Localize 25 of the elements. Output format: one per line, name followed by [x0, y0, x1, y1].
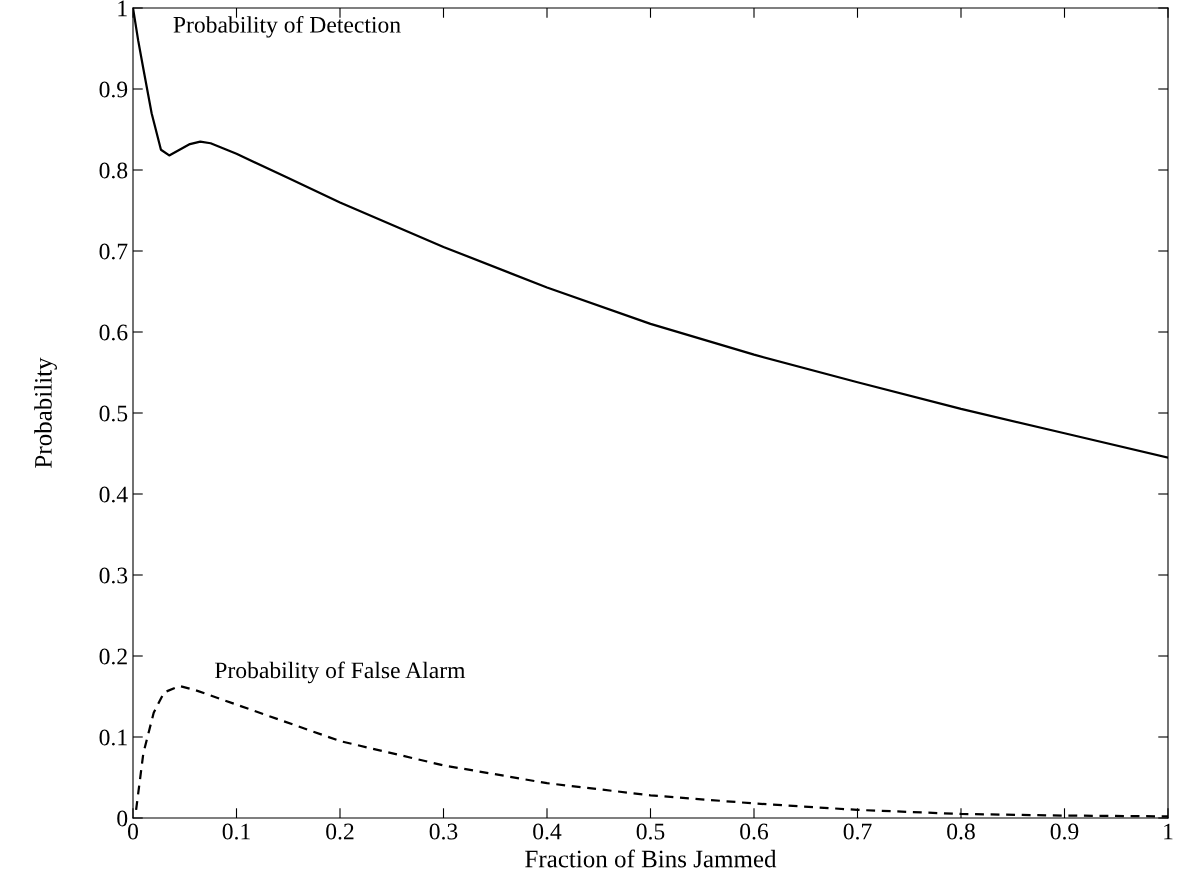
y-tick-label: 0.7 [99, 243, 128, 260]
annotation: Probability of Detection [173, 15, 401, 38]
y-tick-label: 0.2 [99, 648, 127, 665]
y-tick-label: 0.1 [99, 729, 127, 746]
x-tick-label: 0.1 [222, 823, 250, 840]
x-tick-label: 1 [1164, 823, 1173, 840]
x-tick-label: 0.5 [636, 823, 665, 840]
x-tick-label: 0.4 [533, 823, 562, 840]
y-tick-label: 1 [118, 0, 127, 17]
x-tick-label: 0.2 [326, 823, 354, 840]
y-tick-label: 0.6 [99, 324, 128, 341]
y-tick-label: 0.8 [99, 162, 128, 179]
x-tick-label: 0.9 [1050, 823, 1079, 840]
y-tick-label: 0.9 [99, 81, 128, 98]
y-tick-label: 0.5 [99, 405, 128, 422]
x-tick-label: 0.7 [843, 823, 872, 840]
x-tick-label: 0.6 [740, 823, 769, 840]
x-axis-title: Fraction of Bins Jammed [525, 849, 777, 868]
y-tick-label: 0.3 [99, 567, 128, 584]
y-axis-title: Probability [34, 357, 57, 468]
x-tick-label: 0.8 [947, 823, 975, 840]
x-tick-label: 0.3 [429, 823, 458, 840]
y-tick-label: 0 [117, 810, 128, 827]
annotation: Probability of False Alarm [214, 661, 466, 684]
y-tick-label: 0.4 [99, 486, 128, 503]
